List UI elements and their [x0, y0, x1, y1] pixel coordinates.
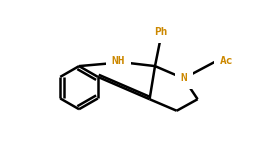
Text: Ac: Ac: [220, 56, 233, 66]
Text: Ph: Ph: [155, 27, 168, 37]
Text: N: N: [180, 73, 187, 83]
Text: NH: NH: [112, 56, 125, 66]
